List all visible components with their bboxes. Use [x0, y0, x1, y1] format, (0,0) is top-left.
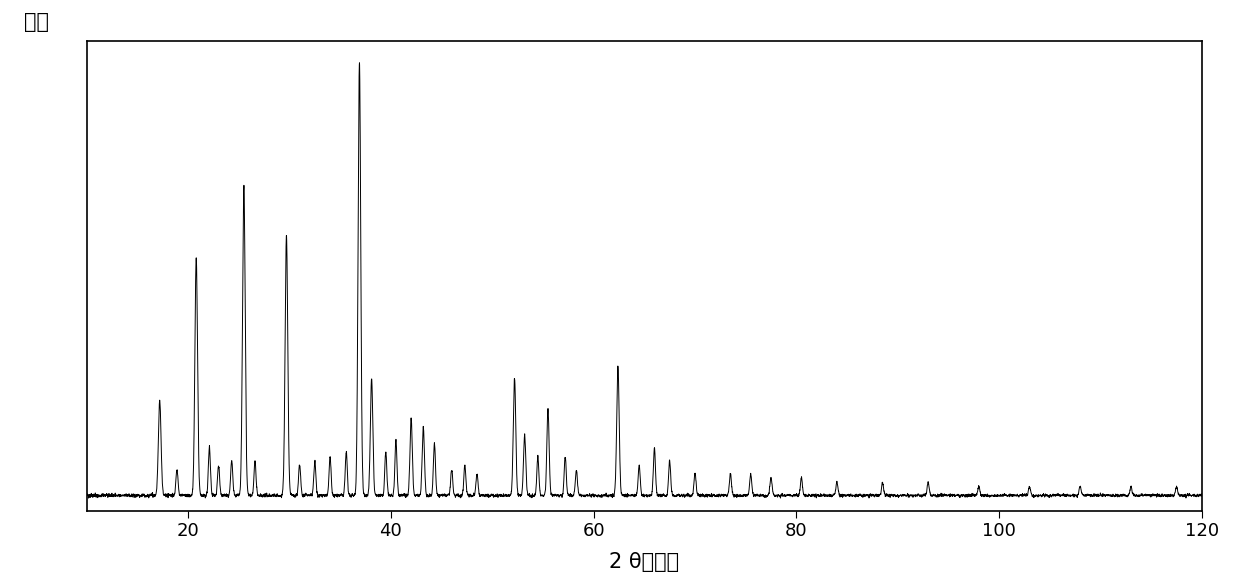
- Y-axis label: 强度: 强度: [24, 12, 50, 32]
- X-axis label: 2 θ（度）: 2 θ（度）: [610, 552, 679, 572]
